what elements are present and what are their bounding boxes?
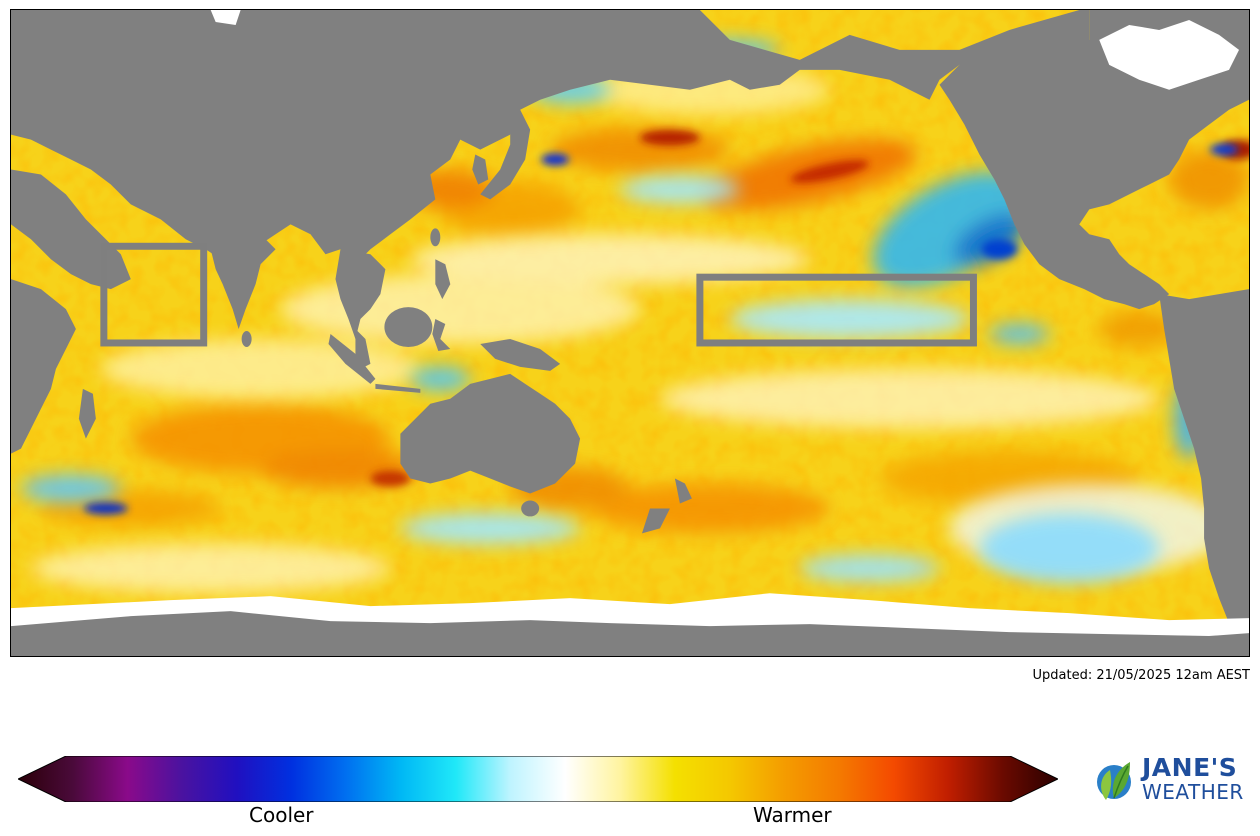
land-india <box>210 239 276 330</box>
logo-text-weather: WEATHER <box>1142 780 1244 804</box>
colorbar <box>18 756 1058 802</box>
sea-ice <box>11 10 1249 637</box>
land-indochina <box>335 249 386 339</box>
western-indian-ocean-box <box>100 242 208 347</box>
land-madagascar <box>78 388 96 439</box>
land-australia <box>400 373 581 494</box>
deep-blue-spots <box>83 143 1239 515</box>
land-africa <box>11 279 76 454</box>
land-philippines <box>435 259 451 300</box>
land-new-guinea <box>480 338 561 371</box>
land-java <box>375 383 421 393</box>
land-sulawesi <box>432 319 451 351</box>
sst-anomaly-svg <box>11 10 1249 656</box>
land-sri-lanka <box>241 331 252 347</box>
colorbar-label-cooler: Cooler <box>249 803 314 827</box>
land-korea <box>472 154 489 185</box>
land-new-zealand <box>674 478 692 504</box>
sst-anomaly-map <box>10 9 1250 657</box>
land-south-america <box>1159 289 1249 629</box>
logo-leaf-icon <box>1097 762 1131 800</box>
land-borneo <box>384 307 433 347</box>
land-eurasia <box>11 10 1090 305</box>
land-new-zealand-south <box>641 508 670 534</box>
land-japan <box>480 109 531 200</box>
land-tasmania <box>521 500 540 517</box>
logo-text-janes: JANE'S <box>1142 753 1238 782</box>
colorbar-body <box>18 756 1058 802</box>
nino-3-4-box <box>696 273 977 347</box>
janes-weather-logo: JANE'S WEATHER <box>1094 754 1250 806</box>
land-taiwan <box>430 228 441 247</box>
updated-timestamp: Updated: 21/05/2025 12am AEST <box>1032 668 1250 683</box>
land-sumatra <box>328 333 376 384</box>
colorbar-label-warmer: Warmer <box>753 803 832 827</box>
